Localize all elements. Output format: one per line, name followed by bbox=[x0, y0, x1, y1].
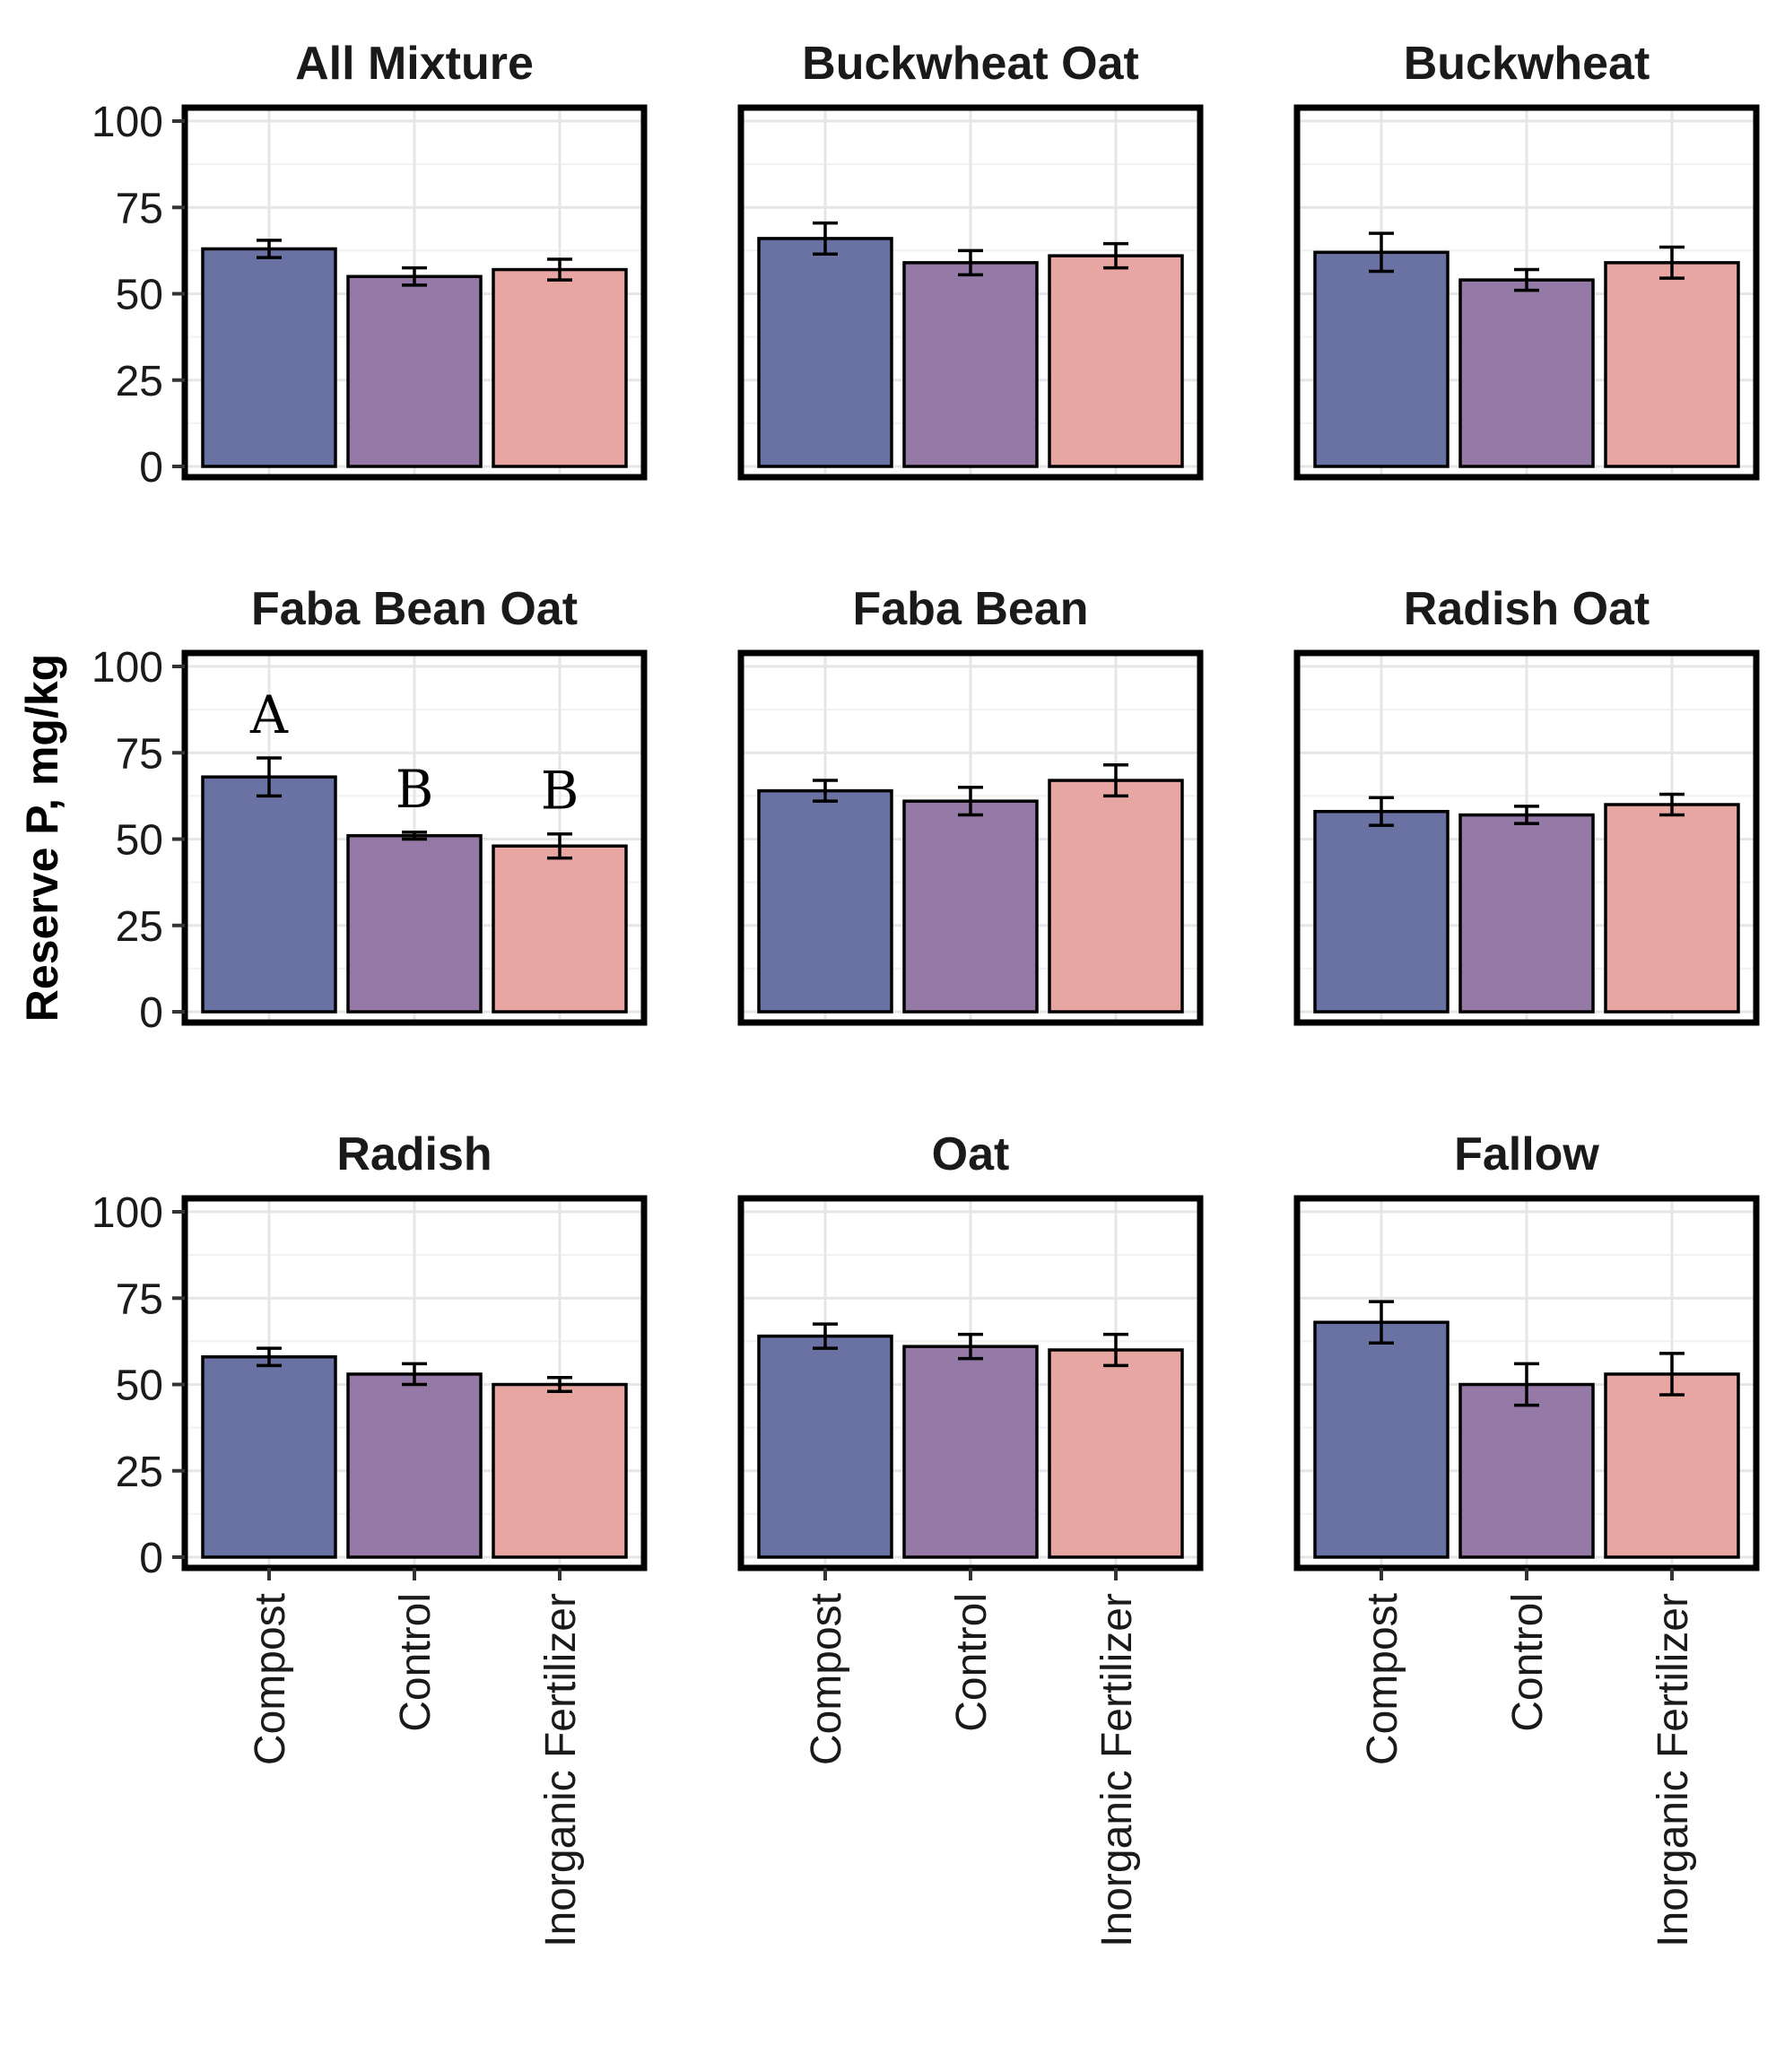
x-tick-label: Control bbox=[1504, 1593, 1552, 1732]
bar-inorganic-fertilizer bbox=[1049, 780, 1182, 1012]
bar-control bbox=[1460, 280, 1593, 466]
bar-compost bbox=[759, 1336, 892, 1557]
bar-compost bbox=[203, 777, 335, 1012]
significance-letter: B bbox=[541, 761, 579, 822]
x-tick-label: Inorganic Fertilizer bbox=[1650, 1593, 1697, 1947]
y-tick-label: 100 bbox=[91, 99, 163, 146]
bar-inorganic-fertilizer bbox=[1606, 805, 1738, 1012]
bar-control bbox=[348, 276, 481, 466]
bar-inorganic-fertilizer bbox=[1049, 1350, 1182, 1557]
facet-panel: Oat Compost Control Inorganic Fertilizer bbox=[741, 1128, 1200, 1947]
x-tick-label: Inorganic Fertilizer bbox=[537, 1593, 585, 1947]
bar-compost bbox=[1315, 812, 1448, 1012]
facet-panel: A B B Faba Bean Oat 0 25 50 75 100 bbox=[91, 583, 644, 1037]
facet-title: Radish bbox=[336, 1128, 492, 1180]
y-tick-label: 0 bbox=[139, 444, 163, 492]
facet-panel: Faba Bean bbox=[741, 583, 1200, 1023]
y-tick-label: 75 bbox=[116, 730, 163, 778]
bar-inorganic-fertilizer bbox=[493, 846, 626, 1012]
facet-title: Oat bbox=[932, 1128, 1010, 1180]
bar-compost bbox=[1315, 1322, 1448, 1557]
bar-control bbox=[904, 801, 1037, 1012]
significance-letter: A bbox=[249, 684, 289, 745]
bar-inorganic-fertilizer bbox=[1049, 256, 1182, 466]
y-tick-label: 100 bbox=[91, 1189, 163, 1237]
bar-control bbox=[904, 1346, 1037, 1557]
facet-panel: All Mixture 0 25 50 75 100 bbox=[91, 38, 644, 492]
facet-panel: Buckwheat Oat bbox=[741, 38, 1200, 477]
x-tick-label: Compost bbox=[803, 1593, 850, 1765]
y-tick-label: 50 bbox=[116, 817, 163, 865]
x-tick-label: Inorganic Fertilizer bbox=[1093, 1593, 1141, 1947]
bar-control bbox=[1460, 1385, 1593, 1558]
facet-title: Buckwheat Oat bbox=[802, 38, 1139, 90]
facet-panel: Radish 0 25 50 75 100 Compost Control Inorganic … bbox=[91, 1128, 644, 1947]
x-tick-label: Compost bbox=[1359, 1593, 1406, 1765]
x-tick-label: Control bbox=[948, 1593, 996, 1732]
bar-control bbox=[904, 263, 1037, 466]
facet-panel: Radish Oat bbox=[1297, 583, 1756, 1023]
y-tick-label: 75 bbox=[116, 1275, 163, 1323]
bar-control bbox=[348, 836, 481, 1012]
bar-compost bbox=[203, 248, 335, 466]
facet-panel: Buckwheat bbox=[1297, 38, 1756, 477]
y-tick-label: 100 bbox=[91, 644, 163, 692]
facet-title: Radish Oat bbox=[1404, 583, 1650, 635]
facet-title: Faba Bean Oat bbox=[251, 583, 578, 635]
significance-letter: B bbox=[396, 759, 434, 820]
facet-title: All Mixture bbox=[295, 38, 534, 90]
bar-control bbox=[1460, 815, 1593, 1012]
bar-inorganic-fertilizer bbox=[493, 1385, 626, 1558]
y-tick-label: 25 bbox=[116, 358, 163, 405]
facet-panel: Fallow Compost Control Inorganic Fertilizer bbox=[1297, 1128, 1756, 1947]
bar-compost bbox=[1315, 252, 1448, 466]
y-tick-label: 0 bbox=[139, 989, 163, 1037]
x-tick-label: Control bbox=[392, 1593, 440, 1732]
bar-control bbox=[348, 1374, 481, 1557]
bar-inorganic-fertilizer bbox=[493, 270, 626, 466]
x-tick-label: Compost bbox=[247, 1593, 294, 1765]
y-tick-label: 75 bbox=[116, 185, 163, 232]
bar-inorganic-fertilizer bbox=[1606, 263, 1738, 466]
y-tick-label: 50 bbox=[116, 1362, 163, 1410]
y-axis-title: Reserve P, mg/kg bbox=[17, 654, 67, 1022]
bar-inorganic-fertilizer bbox=[1606, 1374, 1738, 1557]
bar-compost bbox=[759, 791, 892, 1012]
y-tick-label: 25 bbox=[116, 1449, 163, 1496]
bar-compost bbox=[203, 1357, 335, 1557]
facet-title: Fallow bbox=[1454, 1128, 1599, 1180]
y-tick-label: 50 bbox=[116, 272, 163, 319]
y-tick-label: 0 bbox=[139, 1535, 163, 1582]
facet-title: Buckwheat bbox=[1404, 38, 1650, 90]
bar-compost bbox=[759, 239, 892, 466]
y-tick-label: 25 bbox=[116, 903, 163, 951]
facet-title: Faba Bean bbox=[853, 583, 1089, 635]
